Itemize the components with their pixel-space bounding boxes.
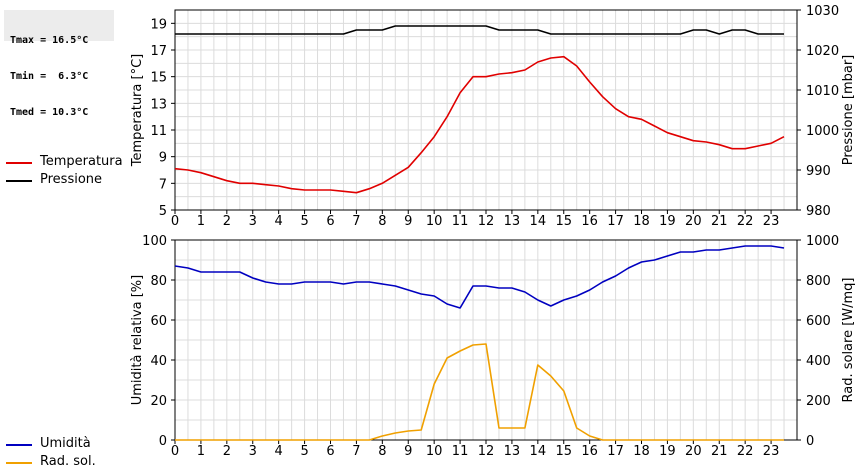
x-tick-label: 23 [763,214,780,229]
series-line-umidit- [174,245,785,309]
grid-bottom [174,239,798,441]
panel-bottom: 0 1 2 3 4 5 6 7 8 9 10 11 12 13 14 15 16 17 18 19 20 21 22 2302… [130,234,856,459]
y-tick-label: 7 [159,177,167,192]
x-tick-label: 17 [607,214,624,229]
x-tick-label: 0 [171,444,179,459]
x-tick-label: 11 [452,214,469,229]
x-tick-label: 3 [249,444,257,459]
x-tick-label: 13 [504,444,521,459]
stats-box: Tmax = 16.5°C Tmin = 6.3°C Tmed = 10.3°C [4,10,114,118]
x-tick-label: 18 [633,214,650,229]
legend-label-umidita: Umidità [40,436,91,451]
x-tick-label: 19 [659,444,676,459]
x-tick-label: 3 [249,214,257,229]
y2-tick-label: 600 [806,314,831,329]
y-axis-label: Umidità relativa [%] [130,275,145,405]
y2-tick-label: 1010 [806,84,839,99]
x-tick-label: 2 [223,444,231,459]
series-line-pressione [175,25,784,35]
y2-tick-label: 1000 [806,124,839,139]
x-tick-label: 6 [326,214,334,229]
y-tick-label: 13 [150,97,167,112]
grid-top [174,9,798,211]
legend-swatch-pressione [6,180,32,182]
x-tick-label: 0 [171,214,179,229]
y2-tick-label: 990 [806,164,831,179]
y-tick-label: 60 [150,314,167,329]
x-tick-label: 9 [404,444,412,459]
x-tick-label: 18 [633,444,650,459]
x-tick-label: 8 [378,214,386,229]
x-tick-label: 2 [223,214,231,229]
series-line-rad-sol- [175,343,784,441]
x-tick-label: 13 [504,214,521,229]
y-tick-label: 11 [150,124,167,139]
legend-swatch-rad-sol [6,462,32,464]
x-tick-label: 1 [197,214,205,229]
x-tick-label: 16 [581,214,598,229]
x-tick-label: 10 [426,214,443,229]
x-tick-label: 14 [530,444,547,459]
y-tick-label: 0 [159,434,167,449]
stats-tmed: Tmed = 10.3°C [10,107,89,118]
x-tick-label: 4 [275,214,283,229]
x-tick-label: 11 [452,444,469,459]
x-tick-label: 5 [300,444,308,459]
y-tick-label: 20 [150,394,167,409]
legend-label-pressione: Pressione [40,172,103,187]
y-tick-label: 19 [150,17,167,32]
stats-tmax: Tmax = 16.5°C [10,35,89,46]
legend-label-temperatura: Temperatura [40,154,123,169]
y-tick-label: 5 [159,204,167,219]
x-tick-label: 20 [685,214,702,229]
x-tick-label: 10 [426,444,443,459]
y2-tick-label: 1020 [806,44,839,59]
y2-tick-label: 980 [806,204,831,219]
y2-tick-label: 1000 [806,234,839,249]
x-tick-label: 20 [685,444,702,459]
y2-tick-label: 0 [806,434,814,449]
legend-swatch-temperatura [6,162,32,164]
y2-tick-label: 1030 [806,4,839,19]
y-axis-label: Temperatura [°C] [130,54,145,167]
stats-tmin: Tmin = 6.3°C [10,71,89,82]
y2-tick-label: 800 [806,274,831,289]
y2-axis-label: Pressione [mbar] [841,55,856,166]
y2-axis-label: Rad. solare [W/mq] [841,277,856,402]
x-tick-label: 7 [352,444,360,459]
x-tick-label: 22 [737,214,754,229]
x-tick-label: 4 [275,444,283,459]
x-tick-label: 5 [300,214,308,229]
x-tick-label: 12 [478,214,495,229]
legend-swatch-umidita [6,444,32,446]
x-tick-label: 8 [378,444,386,459]
x-tick-label: 16 [581,444,598,459]
x-tick-label: 19 [659,214,676,229]
x-tick-label: 9 [404,214,412,229]
y2-tick-label: 400 [806,354,831,369]
x-tick-label: 22 [737,444,754,459]
y-tick-label: 17 [150,44,167,59]
weather-charts: 0 1 2 3 4 5 6 7 8 9 10 11 12 13 14 15 16 17 18 19 20 21 22 2357… [130,4,856,459]
y-tick-label: 40 [150,354,167,369]
x-tick-label: 12 [478,444,495,459]
x-tick-label: 1 [197,444,205,459]
y-tick-label: 80 [150,274,167,289]
x-tick-label: 6 [326,444,334,459]
y-tick-label: 9 [159,151,167,166]
series-line-temperatura [174,55,785,194]
x-tick-label: 21 [711,214,728,229]
x-tick-label: 21 [711,444,728,459]
x-tick-label: 17 [607,444,624,459]
x-tick-label: 15 [555,444,572,459]
panel-top: 0 1 2 3 4 5 6 7 8 9 10 11 12 13 14 15 16 17 18 19 20 21 22 2357… [130,4,856,229]
x-tick-label: 15 [555,214,572,229]
y2-tick-label: 200 [806,394,831,409]
y-tick-label: 100 [142,234,167,249]
x-tick-label: 23 [763,444,780,459]
x-tick-label: 14 [530,214,547,229]
y-tick-label: 15 [150,71,167,86]
x-tick-label: 7 [352,214,360,229]
